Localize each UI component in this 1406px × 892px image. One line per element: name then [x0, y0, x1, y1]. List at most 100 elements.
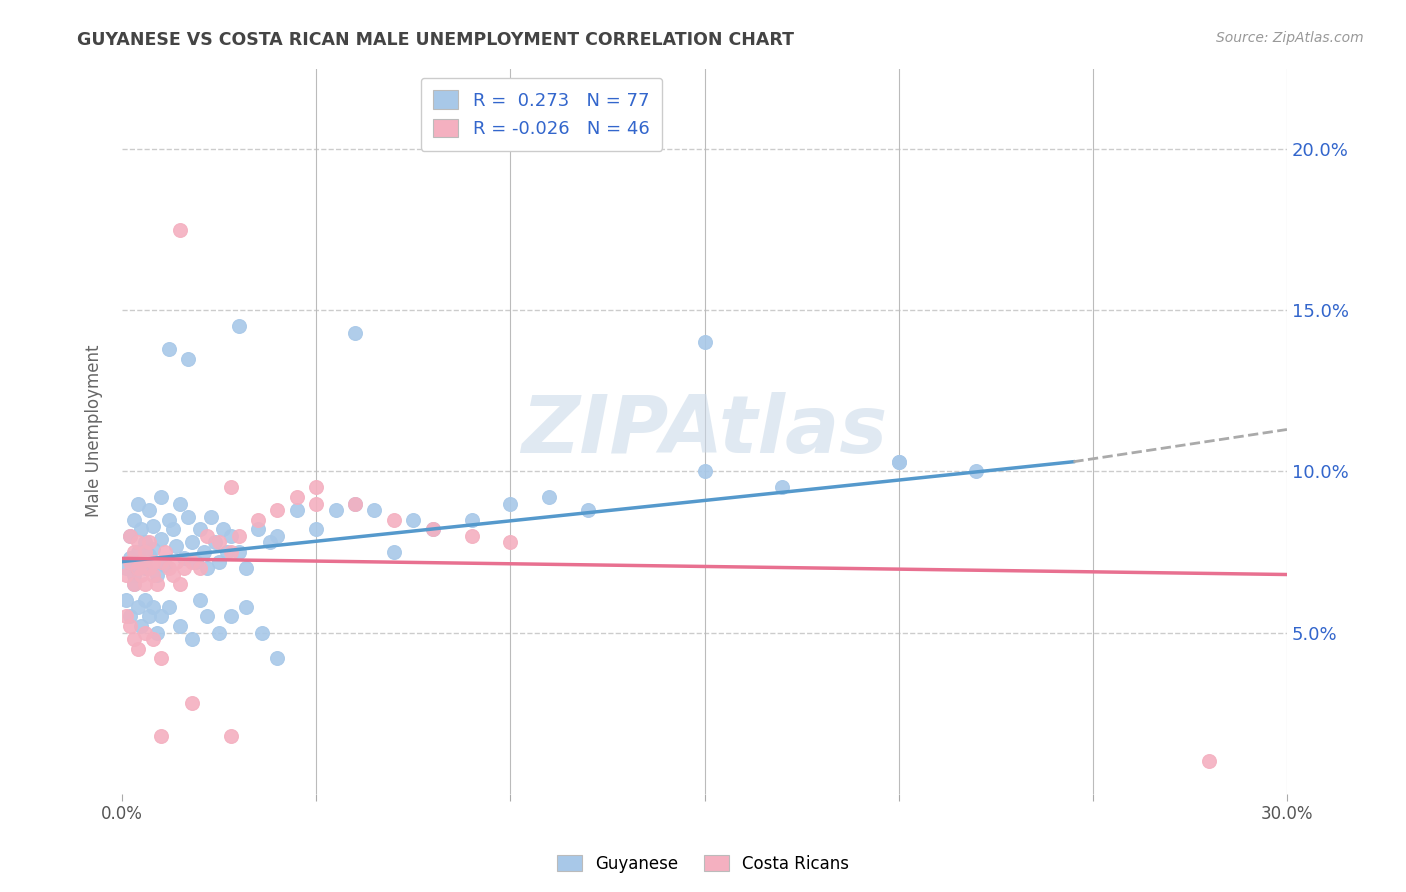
Point: [134, 535, 156, 549]
Point: [197, 609, 219, 624]
Point: [122, 567, 145, 582]
Point: [131, 619, 153, 633]
Point: [382, 545, 405, 559]
Point: [142, 567, 165, 582]
Point: [118, 529, 141, 543]
Point: [266, 503, 288, 517]
Point: [122, 632, 145, 646]
Point: [228, 319, 250, 334]
Point: [204, 535, 226, 549]
Point: [538, 490, 561, 504]
Point: [118, 609, 141, 624]
Point: [266, 529, 288, 543]
Point: [131, 555, 153, 569]
Point: [188, 593, 211, 607]
Point: [142, 555, 165, 569]
Point: [208, 535, 231, 549]
Point: [118, 551, 141, 566]
Point: [118, 555, 141, 569]
Point: [127, 497, 149, 511]
Point: [212, 522, 235, 536]
Point: [149, 651, 172, 665]
Point: [146, 577, 169, 591]
Point: [165, 539, 187, 553]
Point: [228, 529, 250, 543]
Point: [115, 593, 138, 607]
Point: [157, 561, 180, 575]
Point: [149, 729, 172, 743]
Point: [1198, 755, 1220, 769]
Point: [228, 545, 250, 559]
Point: [131, 555, 153, 569]
Point: [266, 651, 288, 665]
Point: [188, 522, 211, 536]
Point: [219, 529, 242, 543]
Point: [118, 619, 141, 633]
Text: Source: ZipAtlas.com: Source: ZipAtlas.com: [1216, 31, 1364, 45]
Point: [127, 545, 149, 559]
Point: [122, 513, 145, 527]
Point: [305, 481, 328, 495]
Point: [219, 729, 242, 743]
Point: [188, 561, 211, 575]
Point: [115, 561, 138, 575]
Point: [285, 503, 308, 517]
Point: [200, 509, 222, 524]
Point: [259, 535, 281, 549]
Point: [177, 509, 200, 524]
Point: [169, 577, 191, 591]
Point: [770, 481, 793, 495]
Point: [149, 555, 172, 569]
Point: [181, 535, 204, 549]
Point: [219, 545, 242, 559]
Point: [344, 497, 367, 511]
Point: [138, 503, 160, 517]
Point: [499, 497, 522, 511]
Point: [162, 567, 184, 582]
Point: [460, 529, 482, 543]
Point: [246, 522, 269, 536]
Point: [193, 545, 215, 559]
Point: [305, 522, 328, 536]
Point: [197, 561, 219, 575]
Point: [177, 351, 200, 366]
Point: [134, 593, 156, 607]
Point: [157, 599, 180, 614]
Point: [235, 599, 257, 614]
Point: [142, 519, 165, 533]
Point: [134, 561, 156, 575]
Point: [118, 529, 141, 543]
Point: [460, 513, 482, 527]
Point: [325, 503, 347, 517]
Point: [115, 609, 138, 624]
Point: [162, 522, 184, 536]
Point: [693, 335, 716, 350]
Point: [184, 555, 207, 569]
Point: [131, 522, 153, 536]
Point: [146, 625, 169, 640]
Point: [153, 545, 176, 559]
Point: [142, 632, 165, 646]
Point: [499, 535, 522, 549]
Point: [142, 541, 165, 556]
Point: [965, 464, 987, 478]
Point: [149, 609, 172, 624]
Point: [576, 503, 599, 517]
Point: [127, 561, 149, 575]
Point: [131, 567, 153, 582]
Point: [402, 513, 425, 527]
Point: [165, 555, 187, 569]
Point: [181, 555, 204, 569]
Point: [146, 567, 169, 582]
Point: [235, 561, 257, 575]
Point: [169, 222, 191, 236]
Point: [134, 545, 156, 559]
Point: [219, 609, 242, 624]
Point: [305, 497, 328, 511]
Legend: R =  0.273   N = 77, R = -0.026   N = 46: R = 0.273 N = 77, R = -0.026 N = 46: [420, 78, 662, 151]
Point: [197, 529, 219, 543]
Legend: Guyanese, Costa Ricans: Guyanese, Costa Ricans: [550, 848, 856, 880]
Point: [122, 577, 145, 591]
Point: [363, 503, 385, 517]
Point: [693, 464, 716, 478]
